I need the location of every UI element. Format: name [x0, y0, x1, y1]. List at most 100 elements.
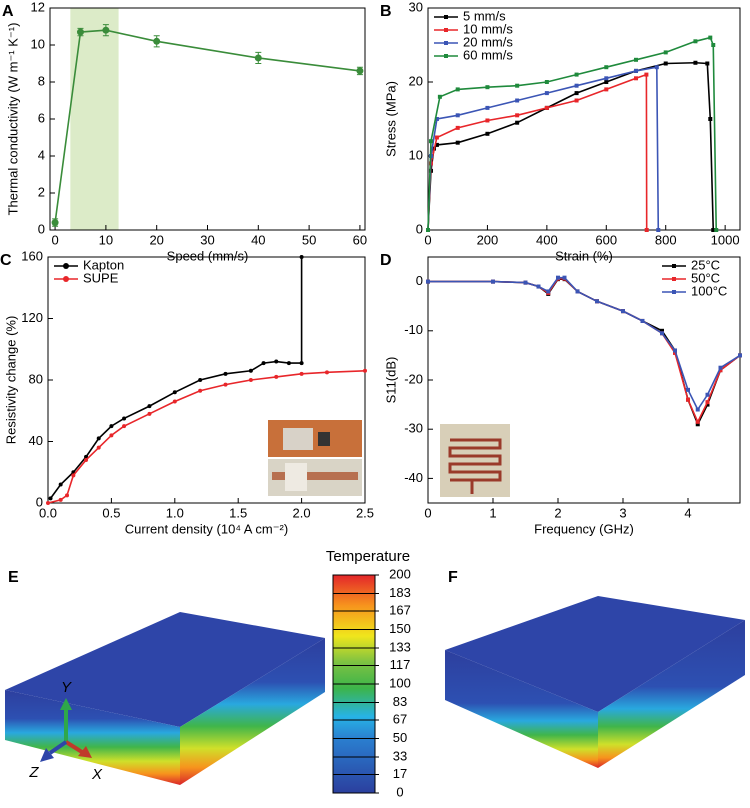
data-point [604, 80, 609, 84]
legend-label: 20 mm/s [463, 34, 513, 49]
data-point [644, 228, 649, 232]
data-point [356, 67, 364, 75]
data-point [84, 457, 89, 462]
data-point [705, 392, 710, 397]
colorbar-tick-label: 83 [393, 694, 407, 709]
x-tick-label: 0.0 [39, 505, 57, 520]
data-point [621, 309, 625, 314]
y-tick-label: 10 [31, 36, 45, 51]
data-point [515, 98, 520, 103]
data-point [223, 382, 228, 387]
data-point [656, 228, 661, 232]
data-point [428, 139, 433, 144]
axis-label: Y [61, 679, 72, 696]
y-tick-label: -30 [404, 421, 423, 436]
legend-label: 25°C [691, 257, 720, 272]
data-point [274, 359, 279, 364]
data-point [574, 83, 579, 88]
data-point [58, 497, 63, 502]
data-point [109, 433, 114, 438]
legend-marker [63, 263, 69, 269]
data-point [274, 374, 279, 379]
data-point [604, 65, 609, 70]
data-point [48, 496, 53, 501]
y-axis-label: S11(dB) [383, 357, 398, 404]
x-axis-label: Current density (10⁴ A cm⁻²) [125, 521, 288, 536]
x-tick-label: 20 [149, 232, 163, 247]
data-point [634, 57, 638, 62]
data-point [604, 76, 609, 81]
legend-label: 50°C [691, 270, 720, 285]
data-point [491, 279, 495, 284]
data-point [299, 371, 304, 376]
y-axis-label: Resistivity change (%) [3, 316, 18, 445]
data-point [714, 228, 719, 232]
data-point [58, 482, 63, 487]
y-tick-label: 80 [29, 371, 43, 386]
colorbar-tick-label: 50 [393, 730, 407, 745]
inset-photo-d [440, 424, 510, 497]
colorbar-tick-label: 33 [393, 748, 407, 763]
x-tick-label: 2.5 [356, 505, 374, 520]
data-point [705, 402, 710, 407]
colorbar-tick-label: 133 [389, 639, 411, 654]
series-line [427, 73, 648, 231]
data-point [705, 400, 710, 405]
y-tick-label: -40 [404, 470, 423, 485]
axis-label: X [91, 766, 103, 783]
plot-frame [427, 7, 741, 231]
data-point [76, 28, 84, 36]
x-axis-label: Speed (mm/s) [167, 248, 249, 263]
data-point [455, 113, 460, 118]
data-point [556, 275, 560, 280]
legend-marker [444, 41, 448, 45]
data-point [544, 80, 549, 84]
x-tick-label: 200 [477, 232, 499, 247]
data-point [515, 120, 520, 125]
data-point [248, 378, 253, 382]
data-point [248, 368, 253, 373]
data-point [660, 328, 664, 333]
data-point [654, 65, 659, 70]
colorbar-tick-label: 200 [389, 566, 411, 581]
y-tick-label: 30 [409, 0, 423, 14]
axis-triad: Y Z X [28, 679, 103, 783]
y-tick-label: 0 [36, 494, 43, 509]
legend-label: SUPE [83, 270, 119, 285]
data-point [708, 35, 713, 40]
data-point [299, 255, 304, 259]
panel-label: F [448, 569, 458, 586]
data-point [738, 353, 742, 358]
data-point [153, 37, 161, 45]
data-point [644, 72, 649, 77]
data-point [595, 299, 599, 304]
axis-label: Z [28, 764, 39, 781]
legend-marker [444, 28, 448, 32]
data-point [455, 87, 460, 92]
data-point [574, 72, 579, 77]
data-point [434, 142, 439, 147]
colorbar-tick-label: 117 [390, 657, 411, 672]
data-point [65, 493, 70, 498]
y-tick-label: 40 [29, 433, 43, 448]
x-tick-label: 0.5 [102, 505, 120, 520]
data-point [172, 399, 177, 404]
colorbar-tick-label: 67 [393, 711, 407, 726]
data-point [485, 118, 490, 123]
data-point [515, 113, 520, 118]
data-point [198, 388, 203, 393]
data-point [434, 135, 439, 140]
slab-f [445, 596, 745, 768]
data-point [695, 407, 700, 412]
data-point [515, 83, 520, 88]
data-point [705, 61, 710, 66]
data-point [575, 289, 580, 294]
data-point [574, 91, 579, 96]
data-point [574, 98, 579, 103]
data-point [663, 61, 668, 66]
legend-label: 5 mm/s [463, 8, 506, 23]
x-tick-label: 1000 [711, 232, 740, 247]
x-tick-label: 0 [424, 505, 431, 520]
colorbar-tick-label: 0 [396, 784, 403, 799]
y-tick-label: 8 [38, 73, 45, 88]
